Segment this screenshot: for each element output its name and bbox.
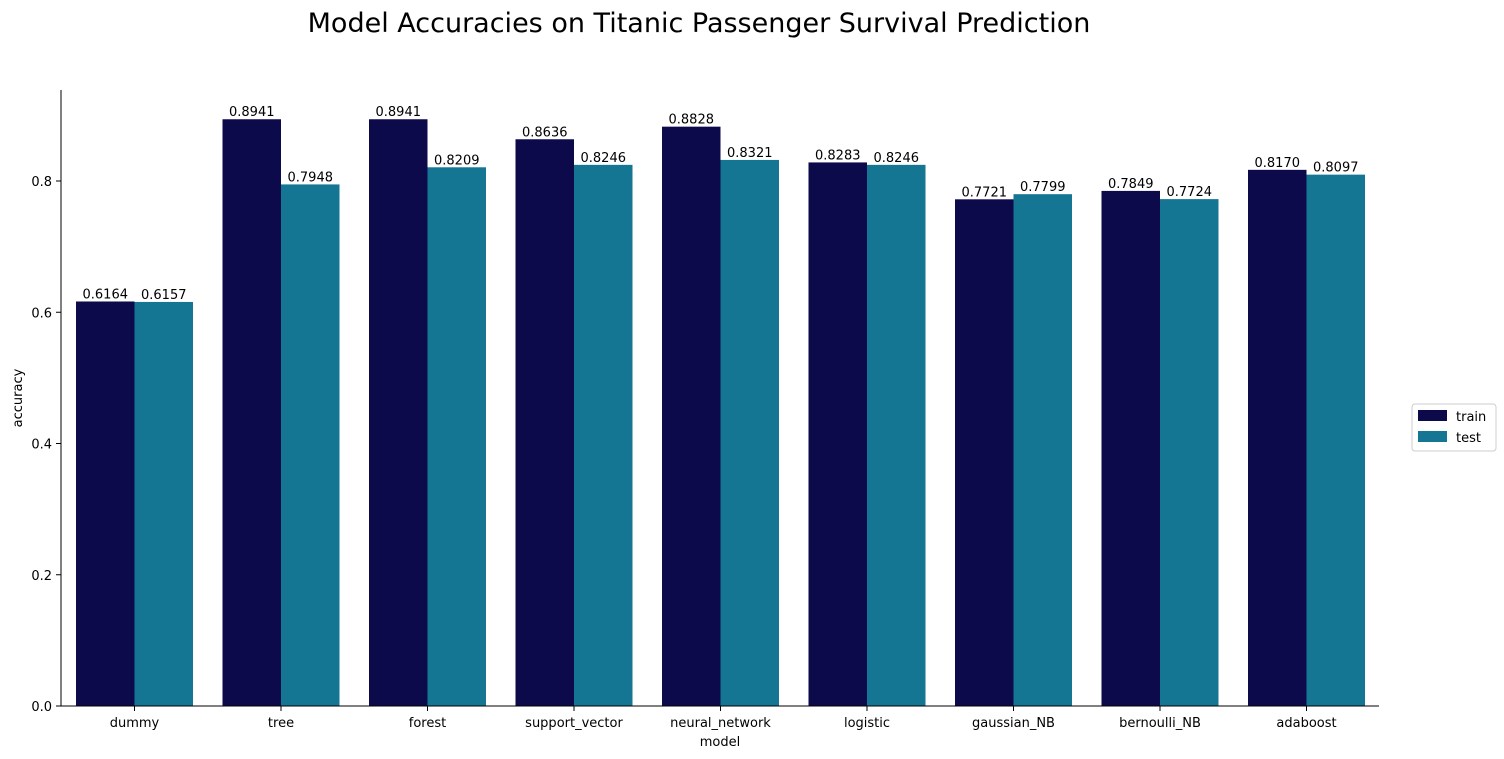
legend-label-train: train [1456,410,1486,425]
bar-train-forest [369,119,428,706]
x-tick-label-forest: forest [409,716,446,731]
bar-label-test-neural_network: 0.8321 [727,146,773,161]
bar-train-support_vector [515,139,574,706]
bar-test-bernoulli_NB [1160,199,1219,707]
x-tick-label-gaussian_NB: gaussian_NB [972,716,1055,731]
y-tick-label: 0.2 [31,569,52,584]
x-tick-label-support_vector: support_vector [525,716,623,731]
chart-title: Model Accuracies on Titanic Passenger Su… [308,8,1091,39]
bars-group [76,119,1365,707]
bar-labels-group: 0.6164 0.6157 0.8941 0.7948 0.8941 0.8209 0.86… [83,105,1359,303]
bar-label-test-tree: 0.7948 [288,170,334,185]
bar-label-test-bernoulli_NB: 0.7724 [1167,185,1213,200]
bar-train-neural_network [662,126,721,707]
bar-label-test-adaboost: 0.8097 [1313,161,1359,176]
y-axis: 0.0 0.2 0.4 0.6 0.8 [31,90,62,715]
bar-label-test-gaussian_NB: 0.7799 [1020,180,1066,195]
bar-label-train-support_vector: 0.8636 [522,125,568,140]
x-tick-label-adaboost: adaboost [1276,716,1336,731]
x-tick-label-tree: tree [268,716,294,731]
x-axis: dummy tree forest support_vector neural_netw… [61,705,1379,731]
bar-test-support_vector [574,164,633,706]
x-tick-label-logistic: logistic [844,716,890,731]
bar-train-bernoulli_NB [1101,190,1160,707]
bar-label-test-dummy: 0.6157 [141,288,187,303]
legend-label-test: test [1456,431,1481,446]
x-tick-label-neural_network: neural_network [670,716,771,731]
bar-label-train-tree: 0.8941 [229,105,275,120]
bar-label-train-neural_network: 0.8828 [669,113,715,128]
bar-train-logistic [808,162,867,707]
bar-test-logistic [867,164,926,706]
bar-test-neural_network [720,159,779,706]
legend: train test [1411,403,1497,452]
bar-test-forest [427,167,486,707]
x-tick-label-bernoulli_NB: bernoulli_NB [1119,716,1201,731]
y-tick-label: 0.6 [31,306,52,321]
legend-swatch-test [1418,431,1447,442]
legend-swatch-train [1418,410,1447,421]
bar-test-gaussian_NB [1013,194,1072,707]
bar-label-test-forest: 0.8209 [434,153,480,168]
bar-label-train-adaboost: 0.8170 [1255,156,1301,171]
bar-train-dummy [76,301,135,706]
y-tick-label: 0.8 [31,175,52,190]
bar-label-train-forest: 0.8941 [376,105,422,120]
bar-label-train-logistic: 0.8283 [815,148,861,163]
y-axis-label: accuracy [11,368,26,427]
bar-label-train-dummy: 0.6164 [83,287,129,302]
bar-test-tree [281,184,340,707]
x-axis-label: model [700,735,740,750]
bar-label-test-logistic: 0.8246 [874,151,920,166]
y-tick-label: 0.4 [31,438,52,453]
bar-train-adaboost [1248,169,1307,706]
x-tick-label-dummy: dummy [110,716,160,731]
bar-label-test-support_vector: 0.8246 [581,151,627,166]
bar-test-dummy [134,301,193,706]
bar-train-tree [222,119,281,706]
bar-train-gaussian_NB [955,199,1014,706]
bar-test-adaboost [1306,174,1365,706]
bar-label-train-bernoulli_NB: 0.7849 [1108,177,1154,192]
y-tick-label: 0.0 [31,700,52,715]
bar-label-train-gaussian_NB: 0.7721 [962,185,1008,200]
